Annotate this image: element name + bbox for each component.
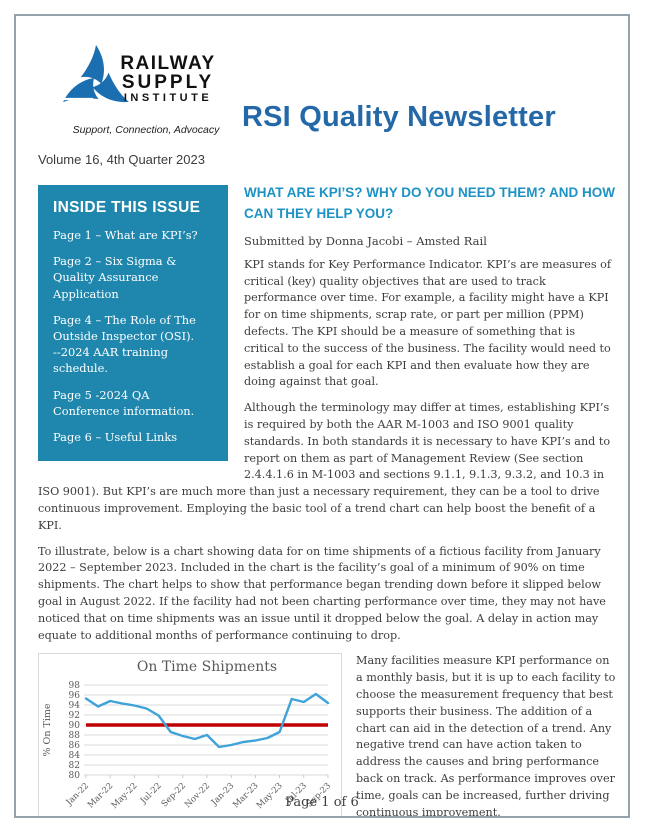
newsletter-title: RSI Quality Newsletter <box>242 101 556 133</box>
svg-text:86: 86 <box>69 741 81 751</box>
rsi-logo: RAILWAY SUPPLY INSTITUTE Support, Connec… <box>59 42 230 140</box>
svg-text:82: 82 <box>69 761 80 771</box>
chart-and-text-row: On Time Shipments 80 82 84 86 88 90 92 94 96 98 % O… <box>38 653 616 818</box>
inside-this-issue-box: INSIDE THIS ISSUE Page 1 – What are KPI’… <box>38 185 228 462</box>
title-area: RSI Quality Newsletter <box>230 101 604 140</box>
svg-text:% On Time: % On Time <box>42 704 53 757</box>
svg-text:On Time Shipments: On Time Shipments <box>137 659 277 675</box>
sidebar-item-page2: Page 2 – Six Sigma & Quality Assurance A… <box>53 254 177 301</box>
article-byline: Submitted by Donna Jacobi – Amsted Rail <box>244 233 487 248</box>
article-paragraph-3: To illustrate, below is a chart showing … <box>38 544 606 642</box>
sidebar-heading: INSIDE THIS ISSUE <box>53 199 201 216</box>
logo-word-railway: RAILWAY <box>120 53 216 74</box>
sidebar-item-page1: Page 1 – What are KPI’s? <box>53 228 198 242</box>
volume-line: Volume 16, 4th Quarter 2023 <box>38 152 205 167</box>
article-heading: WHAT ARE KPI’S? WHY DO YOU NEED THEM? AN… <box>244 185 615 221</box>
newsletter-page: RAILWAY SUPPLY INSTITUTE Support, Connec… <box>14 14 630 818</box>
svg-text:94: 94 <box>69 701 81 711</box>
svg-text:90: 90 <box>69 721 81 731</box>
sidebar-item-page4: Page 4 – The Role of The Outside Inspect… <box>53 312 196 376</box>
article-paragraph-2: Although the terminology may differ at t… <box>38 401 611 532</box>
masthead: RAILWAY SUPPLY INSTITUTE Support, Connec… <box>16 16 628 140</box>
logo-tagline: Support, Connection, Advocacy <box>72 124 220 136</box>
svg-text:84: 84 <box>69 751 81 761</box>
page-content: INSIDE THIS ISSUE Page 1 – What are KPI’… <box>16 167 628 818</box>
logo-wordmark: RAILWAY SUPPLY INSTITUTE <box>102 54 234 105</box>
article-paragraph-4: Many facilities measure KPI performance … <box>356 654 616 818</box>
on-time-shipments-chart: On Time Shipments 80 82 84 86 88 90 92 94 96 98 % O… <box>38 653 342 816</box>
svg-text:80: 80 <box>69 771 81 781</box>
logo-word-institute: INSTITUTE <box>123 92 213 104</box>
rsi-logo-mark-icon <box>59 45 129 113</box>
svg-text:92: 92 <box>69 711 80 721</box>
svg-text:96: 96 <box>69 691 81 701</box>
article-paragraph-1: KPI stands for Key Performance Indicator… <box>244 257 612 389</box>
page-number: Page 1 of 6 <box>285 795 359 810</box>
svg-text:88: 88 <box>69 731 81 741</box>
sidebar-item-page6: Page 6 – Useful Links <box>53 429 178 444</box>
logo-word-supply: SUPPLY <box>121 72 215 93</box>
svg-text:98: 98 <box>69 681 81 691</box>
sidebar-item-page5: Page 5 -2024 QA Conference information. <box>53 387 195 418</box>
